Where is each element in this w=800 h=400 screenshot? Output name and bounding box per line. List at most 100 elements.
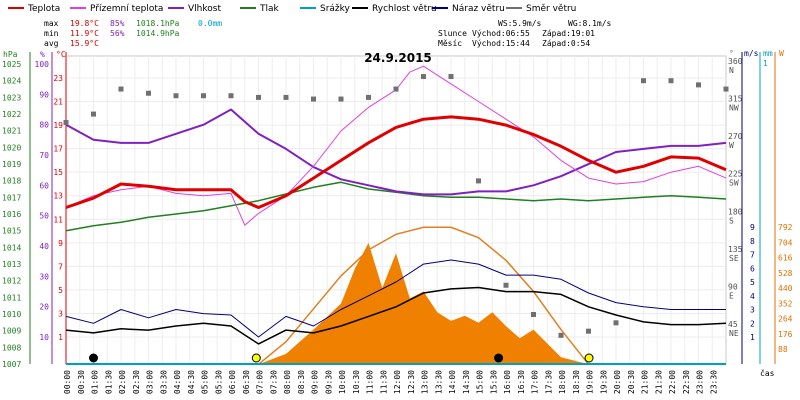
axis-ms-tick: 3 [750,306,755,315]
series-wind-direction-point [173,93,179,99]
series-wind-direction-point [723,86,729,92]
stat-moon-label: Měsíc [438,39,462,48]
series-wind-direction-point [641,78,646,84]
marker-sunrise [251,353,261,363]
x-tick-label: 19:00 [586,370,595,394]
series-wind-direction-point [476,178,481,184]
legend-label-7: Směr větru [526,4,576,14]
x-tick-label: 15:00 [476,370,485,394]
series-wind-direction-point [558,332,564,338]
axis-dir-tick: 180 [728,207,743,216]
stat-moon-rise: Východ:15:44 [472,39,530,48]
x-tick-label: 22:00 [668,370,677,394]
x-tick-label: 16:30 [517,370,526,394]
x-tick-label: 11:00 [366,370,375,394]
axis-dir-label: E [729,291,734,300]
x-tick-label: 08:00 [283,370,292,394]
x-tick-label: 07:30 [269,370,278,394]
axis-pct-tick: 10 [39,333,49,342]
axis-hpa-tick: 1020 [2,143,21,152]
stat-moon-set: Západ:0:54 [542,39,590,48]
axis-hpa-tick: 1007 [2,360,21,369]
x-axis-label: čas [760,368,775,378]
x-tick-label: 17:30 [544,370,553,394]
x-tick-label: 20:30 [627,370,636,394]
axis-hpa-tick: 1011 [2,293,21,302]
x-tick-label: 00:00 [63,370,72,394]
x-tick-label: 17:00 [531,370,540,394]
series-wind-direction-point [448,74,454,80]
axis-degc-tick: 11 [53,215,63,224]
axis-pct-tick: 80 [39,121,49,130]
axis-degc-tick: 13 [53,192,63,201]
stat-max-label: max [44,19,59,28]
x-tick-label: 19:30 [599,370,608,394]
axis-hpa-tick: 1023 [2,93,21,102]
stat-min-press: 1014.9hPa [136,29,180,38]
series-wind-direction-point [256,94,261,100]
legend-label-3: Tlak [259,4,280,14]
series-wind-direction-point [393,86,399,92]
x-tick-label: 21:30 [654,370,663,394]
axis-hpa-unit: hPa [3,50,18,59]
legend-label-6: Náraz větru [452,4,505,14]
stat-wg: WG:8.1m/s [568,19,612,28]
x-tick-label: 22:30 [682,370,691,394]
axis-ms-tick: 8 [750,237,755,246]
axis-hpa-tick: 1012 [2,277,21,286]
legend: Teplota Přízemní teplota Vlhkost Tlak Srážky… [8,4,576,14]
x-axis: 00:00 00:30 01:00 01:30 02:00 02:30 03:00 03:30… [63,363,775,394]
x-tick-label: 18:00 [558,370,567,394]
legend-label-5: Rychlost větru [372,4,437,14]
stat-sun-rise: Východ:06:55 [472,29,530,38]
x-tick-label: 05:30 [214,370,223,394]
x-tick-label: 05:00 [201,370,210,394]
axis-pct-tick: 100 [35,60,50,69]
marker-moon-set [89,353,98,363]
axis-degc-tick: 1 [58,333,63,342]
axis-hpa-tick: 1010 [2,310,21,319]
axis-degc-unit: °C [56,50,66,59]
x-tick-label: 10:30 [352,370,361,394]
stats-panel: max 19.8°C 85% 1018.1hPa 0.0mm min 11.9°… [44,19,612,48]
axis-w-tick: 264 [778,315,793,324]
series-wind-direction-point [503,282,509,288]
series-gust-line [65,259,726,338]
axis-hpa-tick: 1017 [2,193,21,202]
series-wind-direction-point [63,119,69,125]
axis-dir-tick: 315 [728,95,743,104]
axis-mm-top: 1 [763,59,768,68]
axis-degc-tick: 5 [58,286,63,295]
stat-avg-label: avg [44,39,59,48]
x-tick-label: 01:00 [91,370,100,394]
axis-degc-tick: 23 [53,74,63,83]
x-tick-label: 23:00 [696,370,705,394]
axis-hpa-tick: 1013 [2,260,21,269]
axis-w-tick: 88 [778,345,788,354]
x-tick-label: 01:30 [104,370,113,394]
axis-pct-tick: 90 [39,90,49,99]
series-wind-direction-point [668,78,674,84]
stat-min-temp: 11.9°C [70,29,99,38]
axis-dir-tick: 135 [728,245,743,254]
axis-w-tick: 792 [778,223,793,232]
series-wind-direction-point [283,94,289,100]
axis-hpa-tick: 1015 [2,227,21,236]
axis-pct-unit: % [40,50,45,59]
axis-pct-tick: 20 [39,303,49,312]
x-tick-label: 15:30 [489,370,498,394]
axis-hpa-tick: 1014 [2,243,21,252]
x-tick-label: 23:30 [709,370,718,394]
axis-w-tick: 352 [778,299,793,308]
series-temperature-line [65,115,727,209]
x-tick-label: 09:00 [311,370,320,394]
series-wind-direction-point [118,86,124,92]
axis-dir-tick: 360 [728,57,743,66]
axis-ms-tick: 6 [750,264,755,273]
axis-degc-tick: 19 [53,121,63,130]
x-tick-label: 02:00 [118,370,127,394]
axis-w-unit: W [779,49,784,58]
series-wind-direction-point [613,320,619,326]
axis-ms-tick: 2 [750,319,755,328]
